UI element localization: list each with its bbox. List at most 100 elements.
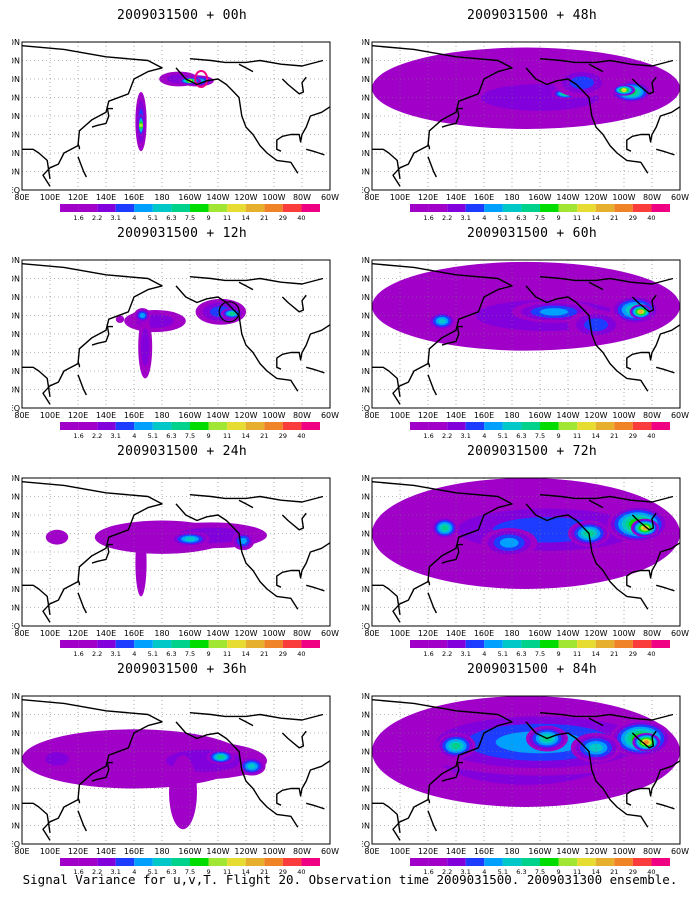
colorbar-swatch	[97, 422, 116, 430]
colorbar-label: 6.3	[516, 214, 526, 222]
coastlines	[372, 263, 680, 405]
colorbar-label: 11	[223, 650, 231, 658]
lon-tick-label: 140W	[206, 629, 229, 638]
lon-tick-label: 160W	[528, 629, 551, 638]
colorbar-swatch	[208, 204, 228, 212]
lat-tick-label: EQ	[12, 186, 20, 195]
lat-tick-label: 20N	[362, 585, 370, 594]
colorbar-label: 14	[592, 214, 600, 222]
colorbar-label: 1.6	[73, 650, 83, 658]
colorbar-swatch	[245, 858, 265, 866]
panel-title: 2009031500 + 48h	[466, 8, 598, 23]
contour-level-6	[229, 311, 235, 316]
colorbar-swatch	[447, 422, 466, 430]
lat-tick-label: 40N	[12, 112, 20, 121]
colorbar-swatch	[484, 204, 503, 212]
contour-level-2	[45, 752, 69, 766]
lat-tick-label: 30N	[12, 131, 20, 140]
lon-tick-label: 80W	[643, 629, 661, 638]
lon-tick-label: 180	[504, 629, 519, 638]
colorbar-swatch	[484, 858, 503, 866]
colorbar-label: 14	[242, 650, 250, 658]
lat-tick-label: 40N	[362, 766, 370, 775]
colorbar-swatch	[171, 858, 190, 866]
colorbar-swatch	[540, 640, 559, 648]
coastlines	[372, 481, 680, 623]
lon-tick-label: 160W	[528, 193, 551, 202]
lon-tick-label: 80E	[14, 629, 29, 638]
coastlines	[372, 699, 680, 841]
lat-tick-label: 80N	[12, 38, 20, 47]
colorbar: 1.6 2.2 3.1 4 5.1 6.3 7.5 9 11 14 21 29 40	[410, 640, 670, 658]
colorbar-label: 21	[610, 868, 618, 876]
lon-tick-label: 140W	[556, 629, 579, 638]
lon-tick-label: 100E	[390, 411, 410, 420]
lon-tick-label: 60W	[321, 193, 339, 202]
colorbar-label: 9	[207, 650, 211, 658]
colorbar-swatch	[97, 640, 116, 648]
colorbar-label: 3.1	[461, 432, 471, 440]
colorbar-label: 11	[223, 432, 231, 440]
lon-tick-label: 120E	[68, 629, 88, 638]
lon-tick-label: 100E	[390, 193, 410, 202]
colorbar-label: 7.5	[535, 214, 545, 222]
colorbar-label: 29	[279, 432, 287, 440]
colorbar-label: 9	[557, 650, 561, 658]
colorbar-swatch	[465, 640, 485, 648]
colorbar-swatch	[465, 204, 485, 212]
coastlines	[22, 699, 330, 841]
lon-tick-label: 140W	[556, 411, 579, 420]
panel-title: 2009031500 + 72h	[466, 444, 598, 459]
lat-tick-label: 80N	[12, 474, 20, 483]
map-plot: 80N 70N 60N 50N 40N 30N 20N 10N EQ80E 100E 120E 140…	[362, 474, 689, 658]
colorbar-label: 40	[297, 650, 305, 658]
lon-tick-label: 100E	[40, 193, 60, 202]
colorbar-swatch	[521, 640, 540, 648]
lon-tick-label: 80E	[14, 411, 29, 420]
lat-tick-label: EQ	[362, 840, 370, 849]
colorbar-swatch	[60, 858, 79, 866]
lat-tick-label: 70N	[362, 57, 370, 66]
colorbar-swatch	[227, 858, 246, 866]
colorbar-swatch	[502, 422, 522, 430]
map-plot: 80N 70N 60N 50N 40N 30N 20N 10N EQ80E 100E 120E 140…	[362, 38, 689, 222]
colorbar-label: 29	[629, 432, 637, 440]
colorbar-swatch	[614, 422, 633, 430]
variance-contour-field	[372, 47, 680, 129]
colorbar: 1.6 2.2 3.1 4 5.1 6.3 7.5 9 11 14 21 29 40	[60, 422, 320, 440]
colorbar-label: 6.3	[166, 650, 176, 658]
forecast-panel-84h: 80N 70N 60N 50N 40N 30N 20N 10N EQ80E 100E 120E 140…	[362, 662, 700, 877]
colorbar-label: 2.2	[442, 214, 452, 222]
colorbar-label: 5.1	[498, 214, 508, 222]
colorbar-label: 21	[610, 650, 618, 658]
lat-tick-label: 60N	[12, 293, 20, 302]
forecast-panel-36h: 80N 70N 60N 50N 40N 30N 20N 10N EQ80E 100E 120E 140…	[12, 662, 352, 877]
lat-tick-label: 60N	[362, 293, 370, 302]
colorbar-swatch	[410, 858, 429, 866]
lon-tick-label: 120W	[584, 193, 607, 202]
lon-tick-label: 180	[154, 847, 169, 856]
map-grid	[372, 696, 680, 844]
lon-tick-label: 100E	[40, 411, 60, 420]
colorbar-swatch	[447, 858, 466, 866]
colorbar-label: 9	[207, 868, 211, 876]
colorbar-label: 4	[482, 868, 486, 876]
colorbar-swatch	[301, 422, 320, 430]
colorbar-swatch	[227, 422, 246, 430]
lon-tick-label: 120W	[234, 629, 257, 638]
lat-tick-label: 70N	[362, 493, 370, 502]
lat-tick-label: 10N	[362, 822, 370, 831]
lon-tick-label: 160E	[124, 629, 144, 638]
lon-tick-label: 140E	[96, 847, 116, 856]
contour-level-5	[184, 537, 196, 542]
colorbar-label: 1.6	[73, 432, 83, 440]
colorbar-label: 14	[242, 432, 250, 440]
lon-tick-label: 180	[154, 193, 169, 202]
colorbar-swatch	[502, 204, 522, 212]
colorbar-swatch	[171, 204, 190, 212]
colorbar-swatch	[540, 204, 559, 212]
contour-level-1	[115, 315, 125, 323]
colorbar-swatch	[245, 640, 265, 648]
lon-tick-label: 120E	[68, 411, 88, 420]
colorbar-label: 2.2	[92, 432, 102, 440]
